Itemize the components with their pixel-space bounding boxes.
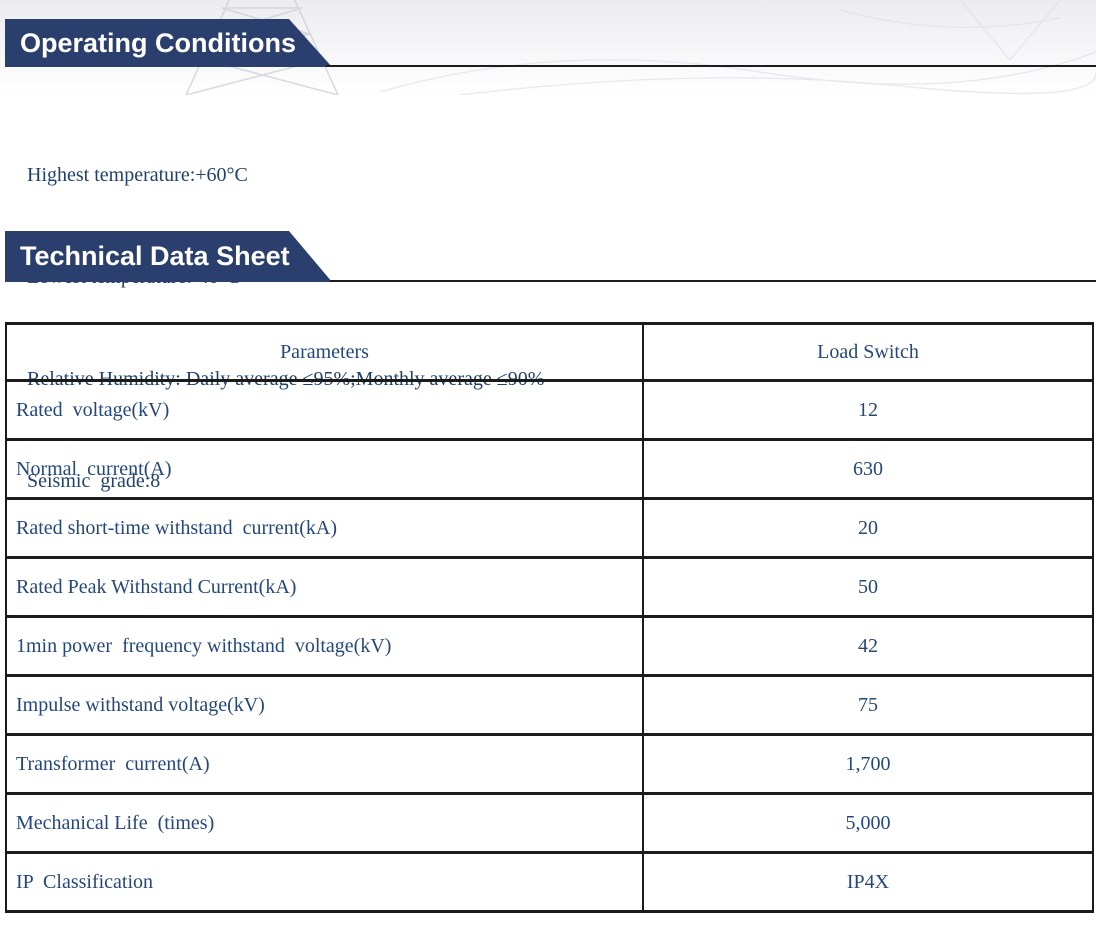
- param-cell: Rated Peak Withstand Current(kA): [5, 556, 644, 618]
- condition-line: Highest temperature:+60°C: [27, 164, 248, 186]
- value-cell: 12: [642, 379, 1094, 441]
- table-row: Normal current(A) 630: [5, 438, 1094, 500]
- value-cell: 630: [642, 438, 1094, 500]
- param-cell: Rated short-time withstand current(kA): [5, 497, 644, 559]
- section-rule: [330, 280, 1096, 282]
- table-row: 1min power frequency withstand voltage(k…: [5, 615, 1094, 677]
- param-cell: Impulse withstand voltage(kV): [5, 674, 644, 736]
- value-cell: IP4X: [642, 851, 1094, 913]
- table-row: Rated voltage(kV) 12: [5, 379, 1094, 441]
- section-rule: [326, 65, 1096, 67]
- column-header-load-switch: Load Switch: [642, 322, 1094, 382]
- table-row: Transformer current(A) 1,700: [5, 733, 1094, 795]
- param-cell: Rated voltage(kV): [5, 379, 644, 441]
- value-cell: 1,700: [642, 733, 1094, 795]
- table-row: Rated short-time withstand current(kA) 2…: [5, 497, 1094, 559]
- value-cell: 5,000: [642, 792, 1094, 854]
- param-cell: 1min power frequency withstand voltage(k…: [5, 615, 644, 677]
- section-banner-operating-conditions: Operating Conditions: [5, 19, 332, 67]
- section-title: Operating Conditions: [20, 27, 296, 58]
- table-header-row: Parameters Load Switch: [5, 322, 1094, 382]
- table-row: IP Classification IP4X: [5, 851, 1094, 913]
- param-cell: Transformer current(A): [5, 733, 644, 795]
- value-cell: 42: [642, 615, 1094, 677]
- technical-data-table: Parameters Load Switch Rated voltage(kV)…: [5, 322, 1094, 913]
- param-cell: Mechanical Life (times): [5, 792, 644, 854]
- param-cell: IP Classification: [5, 851, 644, 913]
- value-cell: 50: [642, 556, 1094, 618]
- section-banner-technical-data-sheet: Technical Data Sheet: [5, 231, 332, 282]
- table-row: Rated Peak Withstand Current(kA) 50: [5, 556, 1094, 618]
- table-row: Impulse withstand voltage(kV) 75: [5, 674, 1094, 736]
- param-cell: Normal current(A): [5, 438, 644, 500]
- value-cell: 75: [642, 674, 1094, 736]
- column-header-parameters: Parameters: [5, 322, 644, 382]
- value-cell: 20: [642, 497, 1094, 559]
- section-title: Technical Data Sheet: [20, 241, 290, 271]
- table-row: Mechanical Life (times) 5,000: [5, 792, 1094, 854]
